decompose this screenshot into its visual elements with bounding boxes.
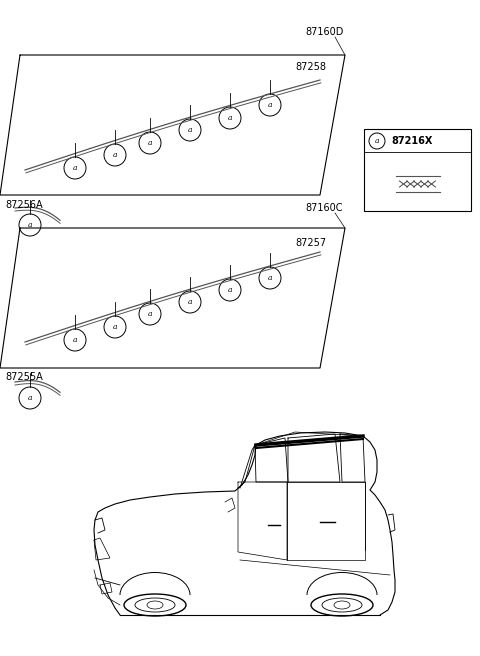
Text: a: a: [188, 126, 192, 134]
Text: a: a: [268, 274, 272, 282]
Text: 87216X: 87216X: [391, 136, 432, 146]
Text: a: a: [28, 394, 32, 402]
Text: 87255A: 87255A: [5, 372, 43, 382]
FancyBboxPatch shape: [364, 129, 471, 211]
Text: a: a: [228, 114, 232, 122]
Text: 87160D: 87160D: [305, 27, 343, 37]
Text: a: a: [113, 323, 117, 331]
Text: a: a: [375, 137, 379, 145]
Text: a: a: [148, 310, 152, 318]
Text: a: a: [28, 221, 32, 229]
Text: a: a: [73, 336, 77, 344]
Text: a: a: [228, 286, 232, 294]
Text: 87256A: 87256A: [5, 200, 43, 210]
Text: a: a: [268, 101, 272, 109]
Text: 87160C: 87160C: [305, 203, 343, 213]
Text: 87258: 87258: [295, 62, 326, 72]
Text: a: a: [148, 139, 152, 147]
Text: a: a: [73, 164, 77, 172]
Text: a: a: [113, 151, 117, 159]
Text: a: a: [188, 298, 192, 306]
Text: 87257: 87257: [295, 238, 326, 248]
